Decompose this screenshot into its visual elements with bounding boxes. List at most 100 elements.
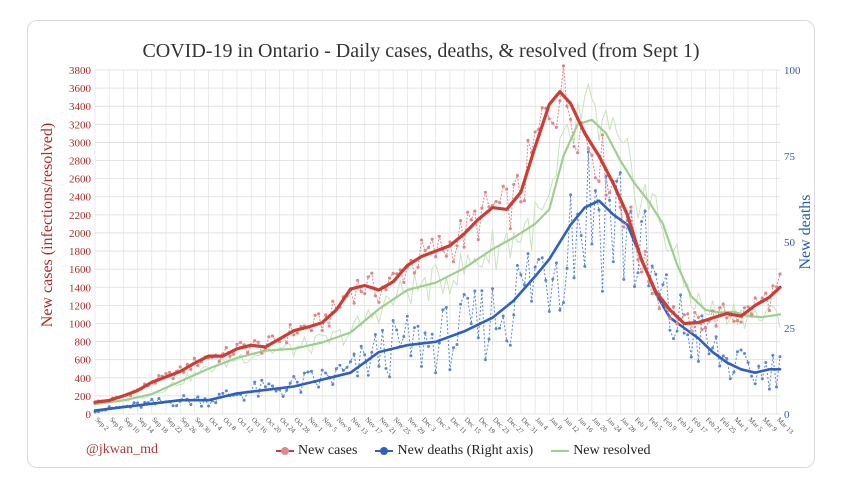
data-point bbox=[647, 284, 651, 288]
data-point bbox=[757, 364, 761, 368]
data-point bbox=[732, 370, 736, 374]
data-point bbox=[331, 383, 335, 386]
data-point bbox=[256, 340, 260, 344]
data-point bbox=[526, 138, 530, 142]
data-point bbox=[590, 153, 594, 157]
data-point bbox=[395, 328, 399, 332]
y-left-tick-label: 200 bbox=[75, 391, 92, 403]
data-point bbox=[689, 355, 693, 359]
legend-marker-deaths bbox=[375, 446, 394, 456]
data-point bbox=[363, 353, 367, 357]
data-point bbox=[597, 208, 601, 212]
data-point bbox=[384, 367, 388, 370]
legend-item-cases: New cases bbox=[276, 443, 357, 459]
x-tick-label: Mar 5 bbox=[747, 416, 765, 434]
data-point bbox=[444, 306, 448, 309]
x-tick-label: Nov 9 bbox=[335, 416, 353, 434]
data-point bbox=[572, 276, 576, 280]
data-point bbox=[427, 344, 431, 348]
data-point bbox=[370, 271, 374, 275]
y-left-tick-label: 1800 bbox=[69, 246, 92, 258]
data-point bbox=[686, 333, 690, 337]
data-point bbox=[657, 307, 661, 311]
data-point bbox=[586, 146, 590, 151]
data-point bbox=[270, 334, 275, 338]
data-point bbox=[260, 351, 264, 355]
data-point bbox=[533, 130, 537, 134]
data-point bbox=[700, 314, 704, 318]
data-point bbox=[476, 238, 480, 242]
data-point bbox=[469, 322, 473, 326]
data-point bbox=[590, 242, 594, 246]
data-point bbox=[281, 395, 285, 398]
series-avg-line bbox=[93, 199, 782, 412]
data-point bbox=[586, 150, 590, 154]
data-point bbox=[324, 313, 328, 317]
data-point bbox=[267, 335, 271, 339]
data-point bbox=[366, 373, 370, 377]
data-point bbox=[171, 404, 175, 408]
data-point bbox=[512, 182, 516, 187]
data-point bbox=[615, 179, 619, 183]
data-point bbox=[189, 403, 193, 407]
data-point bbox=[608, 191, 612, 195]
data-point bbox=[320, 368, 324, 372]
data-point bbox=[292, 333, 296, 337]
data-point bbox=[139, 405, 143, 409]
data-point bbox=[469, 218, 473, 222]
data-point bbox=[512, 313, 516, 317]
data-point bbox=[231, 352, 235, 356]
data-point bbox=[196, 364, 200, 368]
data-point bbox=[196, 395, 200, 399]
data-point bbox=[217, 392, 221, 396]
legend-marker-resolved bbox=[551, 446, 570, 456]
data-point bbox=[224, 389, 228, 393]
data-point bbox=[309, 328, 314, 333]
data-point bbox=[409, 354, 413, 358]
y-left-tick-label: 2400 bbox=[69, 192, 92, 204]
data-point bbox=[558, 99, 562, 103]
data-point bbox=[345, 365, 349, 369]
data-point bbox=[775, 385, 778, 389]
data-point bbox=[373, 294, 377, 298]
data-point bbox=[689, 329, 693, 333]
data-point bbox=[501, 314, 505, 318]
data-point bbox=[405, 314, 409, 318]
data-point bbox=[675, 329, 679, 333]
y-left-tick-label: 1600 bbox=[69, 264, 92, 276]
data-point bbox=[189, 367, 193, 371]
legend-marker-cases bbox=[276, 446, 294, 456]
data-point bbox=[735, 319, 740, 323]
data-point bbox=[349, 360, 352, 364]
x-tick-label: Nov 5 bbox=[321, 416, 339, 434]
data-point bbox=[569, 117, 573, 121]
data-point bbox=[473, 209, 477, 213]
y-axis-right-label: New deaths bbox=[797, 194, 814, 269]
data-point bbox=[530, 299, 534, 303]
data-point bbox=[430, 332, 434, 336]
data-point bbox=[462, 293, 466, 296]
data-point bbox=[714, 335, 718, 339]
data-point bbox=[175, 404, 179, 408]
data-point bbox=[260, 378, 264, 382]
data-point bbox=[302, 371, 306, 375]
data-point bbox=[672, 337, 675, 341]
data-point bbox=[565, 266, 569, 270]
data-point bbox=[441, 308, 445, 312]
data-point bbox=[725, 357, 729, 361]
y-left-tick-label: 3600 bbox=[69, 83, 92, 95]
data-point bbox=[636, 258, 640, 262]
data-point bbox=[167, 370, 172, 374]
data-point bbox=[430, 237, 434, 241]
data-point bbox=[498, 201, 502, 205]
data-point bbox=[561, 64, 566, 68]
data-point bbox=[359, 289, 363, 294]
data-point bbox=[267, 382, 271, 386]
x-tick-label: Feb 5 bbox=[647, 416, 664, 433]
data-point bbox=[221, 391, 225, 395]
data-point bbox=[721, 354, 725, 358]
y-left-tick-label: 2800 bbox=[69, 156, 92, 168]
data-point bbox=[767, 308, 772, 313]
data-point bbox=[735, 350, 739, 354]
data-point bbox=[547, 117, 551, 121]
